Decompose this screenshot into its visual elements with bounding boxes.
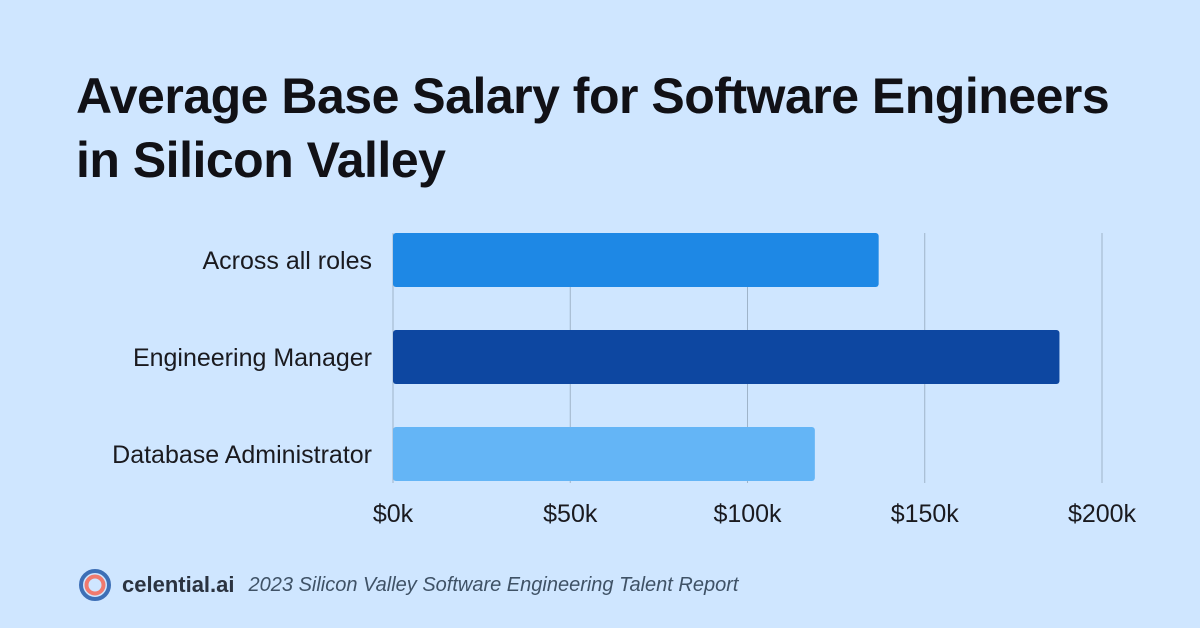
category-label: Across all roles [203, 247, 373, 275]
footer: celential.ai 2023 Silicon Valley Softwar… [78, 566, 738, 604]
x-tick-label: $100k [713, 500, 782, 528]
bar [393, 233, 879, 287]
category-labels: Across all roles Engineering Manager Datab… [112, 247, 372, 469]
x-tick-label: $150k [891, 500, 960, 528]
target-ring-icon [79, 569, 111, 601]
category-label: Database Administrator [112, 441, 372, 469]
chart-title: Average Base Salary for Software Enginee… [76, 68, 1110, 188]
x-axis-tick-labels: $0k $50k $100k $150k $200k [373, 500, 1137, 528]
x-tick-label: $200k [1068, 500, 1137, 528]
x-tick-label: $50k [543, 500, 598, 528]
x-tick-label: $0k [373, 500, 414, 528]
category-label: Engineering Manager [133, 344, 372, 372]
bars [393, 233, 1060, 481]
bar [393, 427, 815, 481]
bar [393, 330, 1060, 384]
report-title: 2023 Silicon Valley Software Engineering… [248, 573, 739, 596]
brand-name: celential.ai [122, 572, 235, 597]
